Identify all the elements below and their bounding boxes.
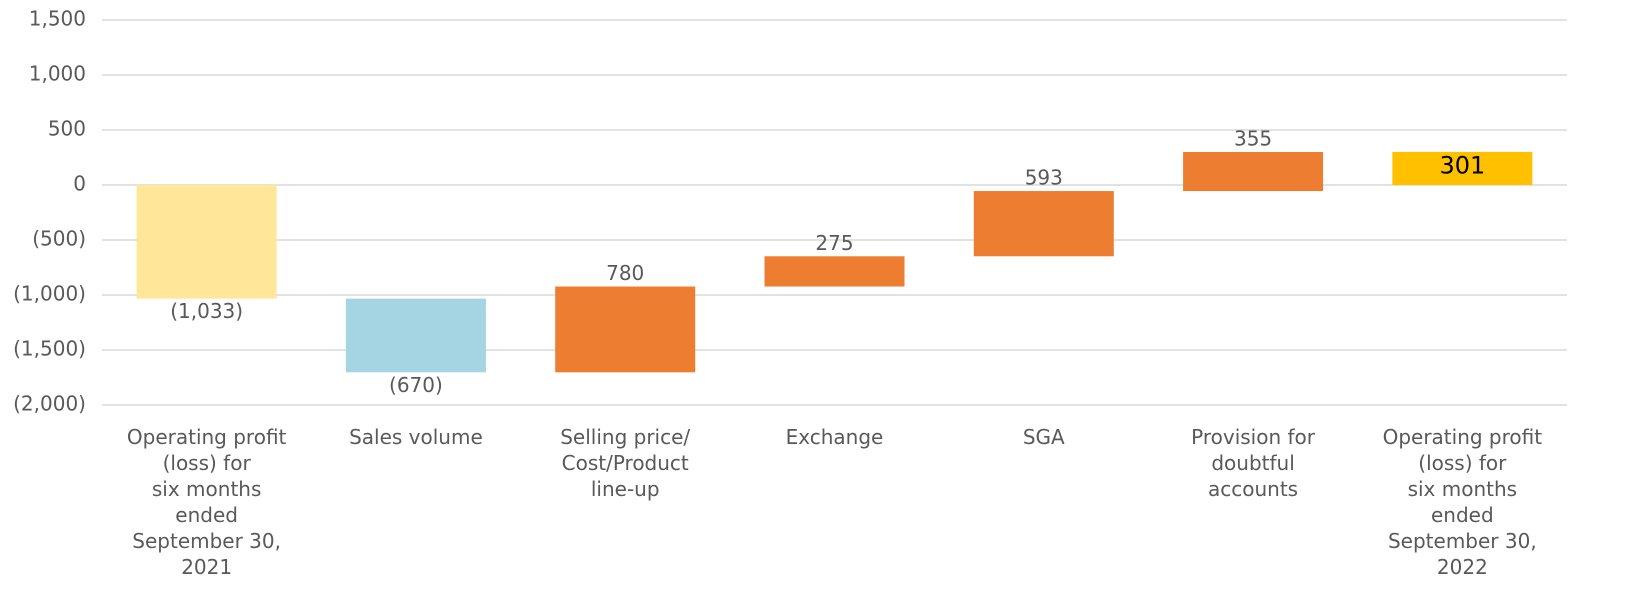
value-label: 355 — [1234, 127, 1272, 151]
bar — [555, 286, 696, 373]
x-tick-label: Provision for doubtful accounts — [1191, 425, 1315, 501]
bar — [136, 185, 277, 299]
x-tick-label: Operating profit (loss) for six months e… — [1382, 425, 1543, 579]
value-label: 301 — [1439, 151, 1485, 179]
y-tick-label: 1,500 — [29, 7, 86, 31]
bar — [345, 298, 486, 373]
y-tick-label: 500 — [48, 117, 86, 141]
value-label: 780 — [606, 261, 644, 285]
bar — [1392, 151, 1533, 185]
y-tick-label: 0 — [73, 172, 86, 196]
value-label: (670) — [389, 373, 443, 397]
value-label: 593 — [1025, 166, 1063, 190]
x-tick-label: Selling price/ Cost/Product line-up — [560, 425, 691, 501]
y-tick-label: (500) — [32, 227, 86, 251]
value-label: (1,033) — [170, 299, 243, 323]
y-tick-label: 1,000 — [29, 62, 86, 86]
bar — [764, 256, 905, 287]
x-tick-label: Operating profit (loss) for six months e… — [126, 425, 287, 579]
value-label: 275 — [815, 231, 853, 255]
y-tick-label: (1,500) — [13, 337, 86, 361]
x-tick-label: Exchange — [785, 425, 884, 449]
y-tick-label: (1,000) — [13, 282, 86, 306]
bar — [973, 191, 1114, 257]
bar — [1183, 152, 1324, 192]
y-tick-label: (2,000) — [13, 392, 86, 416]
x-tick-label: SGA — [1022, 425, 1065, 449]
x-tick-label: Sales volume — [349, 425, 483, 449]
